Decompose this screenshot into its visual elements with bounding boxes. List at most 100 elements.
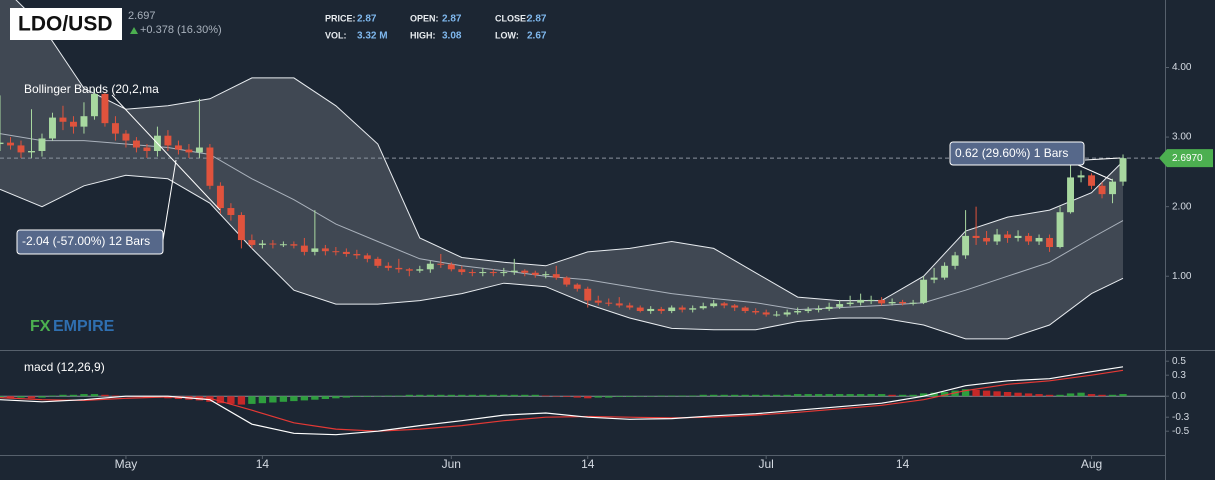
candle-body (164, 135, 172, 146)
stat-label: OPEN: (410, 13, 439, 23)
macd-histogram-bar (594, 396, 602, 398)
candle-body (90, 93, 98, 117)
candle-body (846, 302, 854, 305)
candle-body (363, 255, 371, 259)
candle-body (1025, 235, 1033, 242)
macd-histogram-bar (741, 394, 749, 397)
macd-histogram-bar (531, 394, 539, 397)
macd-histogram-bar (374, 396, 382, 397)
macd-label: macd (12,26,9) (24, 360, 105, 374)
title-box (10, 8, 122, 40)
candle-body (195, 147, 203, 153)
macd-histogram-bar (510, 394, 518, 397)
x-tick-label: 14 (256, 457, 270, 471)
macd-line (0, 366, 1124, 436)
macd-histogram-bar (615, 396, 623, 397)
macd-histogram-bar (69, 394, 78, 397)
macd-histogram-bar (80, 394, 88, 397)
macd-histogram-bar (206, 396, 214, 402)
candle-body (888, 301, 896, 304)
candle-body (1119, 158, 1127, 182)
candle-body (395, 267, 403, 270)
candle-body (1109, 181, 1116, 195)
macd-histogram-bar (521, 394, 529, 397)
candle-body (185, 149, 193, 153)
macd-histogram-bar (793, 394, 802, 397)
macd-pane (0, 366, 1165, 436)
candle-body (783, 312, 791, 315)
candle-body (1077, 175, 1085, 178)
macd-histogram-bar (6, 396, 15, 399)
stat-value: 2.87 (357, 14, 377, 25)
macd-histogram-bar (468, 394, 476, 397)
candle-body (269, 243, 277, 245)
macd-histogram-bar (563, 396, 571, 397)
last-price-label: 2.6970 (1172, 153, 1203, 164)
stat-label: VOL: (325, 30, 347, 40)
candle-body (951, 255, 959, 266)
macd-histogram-bar (59, 394, 67, 397)
up-arrow (130, 27, 138, 34)
macd-histogram-bar (626, 396, 634, 397)
candle-body (405, 269, 413, 271)
macd-histogram-bar (437, 394, 445, 397)
candle-body (867, 299, 875, 301)
candle-body (741, 307, 749, 312)
candle-body (762, 312, 770, 315)
macd-histogram-bar (898, 394, 907, 397)
macd-histogram-bar (269, 396, 277, 403)
macd-histogram-bar (972, 389, 980, 397)
watermark-empire: EMPIRE (53, 318, 115, 335)
macd-histogram-bar (584, 396, 592, 399)
macd-histogram-bar (17, 396, 25, 398)
annotation-box (16, 229, 164, 255)
candle-body (563, 277, 571, 285)
macd-histogram-bar (258, 396, 267, 404)
macd-histogram-bar (1024, 393, 1033, 397)
macd-histogram-bar (1035, 394, 1043, 397)
macd-histogram-bar (804, 394, 812, 397)
bollinger-upper (15, 0, 1124, 302)
y2-tick-label: -0.3 (1172, 412, 1190, 423)
candle-body (111, 123, 119, 134)
macd-histogram-bar (1003, 392, 1012, 397)
candle-body (174, 145, 182, 150)
macd-histogram-bar (1045, 394, 1054, 397)
macd-histogram-bar (489, 394, 497, 397)
macd-histogram-bar (395, 395, 403, 397)
macd-histogram-bar (27, 396, 36, 399)
candle-body (332, 251, 340, 253)
candle-body (279, 244, 287, 246)
candle-body (237, 215, 245, 241)
macd-histogram-bar (500, 394, 508, 397)
candle-body (300, 245, 308, 252)
bollinger-lower (0, 174, 1124, 340)
price-pane (0, 0, 1165, 340)
candle-body (49, 117, 56, 139)
watermark-fx: FX (30, 318, 51, 335)
macd-histogram-bar (647, 396, 655, 397)
candle-body (1098, 185, 1106, 195)
macd-histogram-bar (699, 394, 707, 397)
candle-body (920, 279, 928, 303)
candle-body (720, 303, 728, 306)
candle-body (143, 147, 151, 151)
macd-histogram-bar (542, 395, 550, 397)
macd-histogram-bar (248, 396, 256, 404)
y-tick-label: 1.00 (1172, 271, 1192, 282)
macd-histogram-bar (1056, 394, 1064, 397)
candle-body (710, 303, 718, 307)
candle-body (321, 248, 329, 252)
macd-histogram-bar (290, 396, 298, 402)
macd-histogram-bar (877, 394, 886, 397)
macd-histogram-bar (919, 393, 928, 397)
macd-histogram-bar (783, 394, 791, 397)
candle-body (657, 308, 665, 312)
y2-tick-label: 0.0 (1172, 391, 1186, 402)
macd-histogram-bar (426, 394, 434, 397)
macd-histogram-bar (1087, 394, 1096, 397)
annotation-box (949, 141, 1085, 166)
candle-body (216, 185, 224, 209)
candle-body (983, 237, 991, 242)
